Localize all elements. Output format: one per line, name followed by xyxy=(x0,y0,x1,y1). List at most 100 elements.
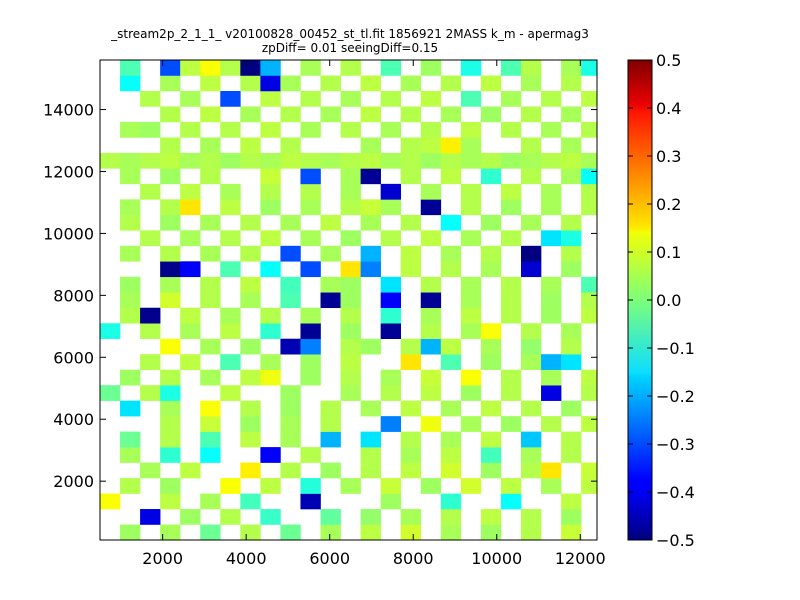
heatmap-cell xyxy=(460,276,482,293)
heatmap-cell xyxy=(240,338,261,355)
heatmap-cell xyxy=(480,338,502,355)
heatmap-cell xyxy=(360,137,381,154)
heatmap-cell xyxy=(120,75,141,92)
heatmap-cell xyxy=(200,292,221,309)
heatmap-cell xyxy=(500,230,522,247)
heatmap-cell xyxy=(200,152,221,169)
heatmap-cell xyxy=(541,230,562,247)
heatmap-cell xyxy=(440,137,462,154)
heatmap-cell xyxy=(520,338,542,355)
heatmap-cell xyxy=(160,493,181,510)
heatmap-cell xyxy=(200,60,221,76)
heatmap-cell xyxy=(120,60,141,76)
heatmap-cell xyxy=(200,431,221,448)
heatmap-cell xyxy=(480,354,502,370)
heatmap-cell xyxy=(440,245,462,262)
colorbar-ticks: 0.5 0.4 0.3 0.2 0.1 0.0 −0.1 −0.2 −0.3 −0.4 −0.5 xyxy=(628,51,695,550)
heatmap-cell xyxy=(520,431,542,448)
heatmap-cell xyxy=(240,400,261,417)
heatmap-cell xyxy=(280,245,301,262)
heatmap-cell xyxy=(200,524,221,540)
y-tick-label: 14000 xyxy=(43,101,94,120)
heatmap-cell xyxy=(280,276,301,293)
heatmap-cell xyxy=(420,199,442,216)
heatmap-cell xyxy=(400,152,422,169)
heatmap-cell xyxy=(561,400,582,417)
heatmap-cell xyxy=(581,199,597,216)
heatmap-cell xyxy=(240,431,261,448)
heatmap-cell xyxy=(581,90,597,107)
heatmap-cell xyxy=(340,323,361,340)
heatmap-cell xyxy=(120,214,141,231)
heatmap-cell xyxy=(340,338,361,355)
heatmap-cell xyxy=(120,447,141,463)
heatmap-cell xyxy=(340,60,361,76)
heatmap-cell xyxy=(120,431,141,448)
heatmap-cell xyxy=(160,447,181,463)
heatmap-cell xyxy=(440,431,462,448)
x-tick-label: 8000 xyxy=(393,549,434,568)
heatmap-cell xyxy=(460,90,482,107)
heatmap-cell xyxy=(300,90,321,107)
heatmap-cell xyxy=(460,60,482,76)
heatmap-cell xyxy=(520,261,542,278)
heatmap-cell xyxy=(320,509,341,525)
heatmap-cell xyxy=(280,152,301,169)
heatmap-cell xyxy=(541,90,562,107)
heatmap-cell xyxy=(340,276,361,293)
heatmap-cell xyxy=(360,214,381,231)
heatmap-cell xyxy=(120,168,141,185)
heatmap-cell xyxy=(220,121,241,138)
heatmap-cell xyxy=(561,323,582,340)
heatmap-cell xyxy=(300,323,321,340)
heatmap-cell xyxy=(460,230,482,247)
heatmap-cell xyxy=(240,276,261,293)
heatmap-cell xyxy=(200,214,221,231)
heatmap-cell xyxy=(420,307,442,324)
heatmap-cell xyxy=(200,137,221,154)
heatmap-cell xyxy=(581,462,597,479)
y-tick-label: 8000 xyxy=(53,286,94,305)
heatmap-cell xyxy=(561,152,582,169)
heatmap-cell xyxy=(400,245,422,262)
heatmap-cell xyxy=(480,524,502,540)
heatmap-cell xyxy=(500,121,522,138)
colorbar-tick-label: 0.1 xyxy=(656,243,681,262)
heatmap-cell xyxy=(240,152,261,169)
heatmap-cell xyxy=(300,338,321,355)
heatmap-cell xyxy=(400,338,422,355)
heatmap-cell xyxy=(581,60,597,76)
heatmap-cell xyxy=(500,292,522,309)
heatmap-cell xyxy=(320,400,341,417)
heatmap-cell xyxy=(440,152,462,169)
y-tick-label: 12000 xyxy=(43,162,94,181)
heatmap-cell xyxy=(300,493,321,510)
heatmap-cell xyxy=(541,369,562,386)
heatmap-cell xyxy=(280,137,301,154)
heatmap-cell xyxy=(280,292,301,309)
heatmap-cell xyxy=(340,261,361,278)
heatmap-cell xyxy=(320,276,341,293)
heatmap-cell xyxy=(400,447,422,463)
heatmap-cell xyxy=(581,292,597,309)
heatmap-cell xyxy=(420,183,442,200)
heatmap-cell xyxy=(220,385,241,401)
heatmap-cell xyxy=(160,137,181,154)
heatmap-cell xyxy=(541,292,562,309)
heatmap-cell xyxy=(120,245,141,262)
heatmap-cell xyxy=(380,183,402,200)
heatmap-cell xyxy=(100,152,121,169)
heatmap-cell xyxy=(140,354,161,370)
heatmap-cell xyxy=(300,261,321,278)
colorbar-tick-label: −0.2 xyxy=(656,387,695,406)
heatmap-cell xyxy=(260,90,281,107)
heatmap-cell xyxy=(280,338,301,355)
heatmap-cell xyxy=(541,385,562,401)
heatmap-cell xyxy=(260,75,281,92)
heatmap-cell xyxy=(220,261,241,278)
heatmap-cell xyxy=(240,369,261,386)
heatmap-cell xyxy=(480,509,502,525)
heatmap-cell xyxy=(380,385,402,401)
x-axis: 2000 4000 6000 8000 10000 12000 xyxy=(142,60,606,568)
heatmap-cell xyxy=(581,416,597,432)
